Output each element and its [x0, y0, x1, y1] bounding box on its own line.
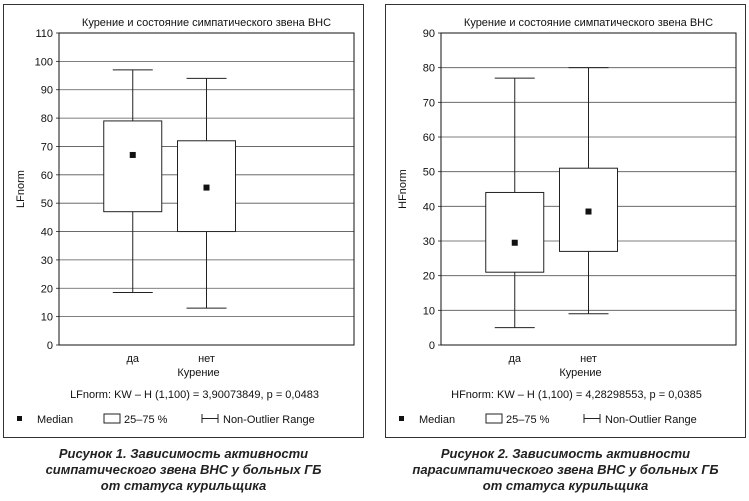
y-tick-label: 100: [35, 56, 53, 68]
median-marker: [203, 184, 210, 191]
caption-title: Рисунок 1. Зависимость активности: [58, 446, 309, 461]
y-tick-label: 0: [429, 340, 435, 352]
y-tick-label: 50: [423, 167, 435, 179]
y-axis-label: HFnorm: [397, 169, 409, 209]
figure-caption-1: Рисунок 1. Зависимость активности симпат…: [3, 446, 364, 494]
median-marker: [129, 151, 136, 158]
iqr-box: [103, 120, 163, 213]
y-tick-label: 70: [41, 141, 53, 153]
y-axis-label: LFnorm: [15, 170, 27, 208]
iqr-box: [559, 167, 618, 252]
legend-label-range: Non-Outlier Range: [223, 414, 315, 426]
legend-median-marker: [399, 416, 404, 421]
legend-median-marker: [17, 416, 22, 421]
x-tick-label: да: [508, 353, 521, 365]
legend-label-iqr: 25–75 %: [124, 414, 168, 426]
x-axis-label: Курение: [559, 367, 601, 379]
y-tick-label: 20: [41, 283, 53, 295]
legend-label-median: Median: [37, 414, 73, 426]
y-tick-label: 10: [423, 305, 435, 317]
y-tick-label: 20: [423, 271, 435, 283]
plot-area-frame: [440, 32, 737, 346]
median-marker: [585, 208, 592, 215]
stat-text: LFnorm: KW – H (1,100) = 3,90073849, p =…: [70, 389, 319, 401]
caption-title: Рисунок 2. Зависимость активности: [440, 446, 691, 461]
caption-line: от статуса курильщика: [100, 478, 267, 493]
y-tick-label: 50: [41, 198, 53, 210]
legend-box-marker: [485, 413, 503, 424]
figure-caption-2: Рисунок 2. Зависимость активности параси…: [385, 446, 746, 494]
y-tick-label: 10: [41, 312, 53, 324]
y-tick-label: 30: [423, 236, 435, 248]
y-tick-label: 110: [35, 28, 53, 40]
x-tick-label: нет: [580, 353, 597, 365]
x-axis-label: Курение: [177, 367, 219, 379]
y-tick-label: 0: [47, 340, 53, 352]
chart-title: Курение и состояние симпатического звена…: [464, 17, 713, 29]
y-tick-label: 90: [423, 28, 435, 40]
iqr-box: [485, 191, 545, 273]
y-tick-label: 40: [423, 201, 435, 213]
plot-area-frame: [58, 32, 355, 346]
legend-label-median: Median: [419, 414, 455, 426]
y-tick-label: 70: [423, 97, 435, 109]
chart-panel-lfnorm: Курение и состояние симпатического звена…: [3, 4, 364, 438]
x-tick-label: нет: [198, 353, 215, 365]
legend-label-iqr: 25–75 %: [506, 414, 550, 426]
boxplot-hfnorm: Курение и состояние симпатического звена…: [397, 17, 737, 426]
y-tick-label: 60: [423, 132, 435, 144]
x-tick-label: да: [126, 353, 139, 365]
boxplot-lfnorm: Курение и состояние симпатического звена…: [15, 17, 355, 426]
chart-title: Курение и состояние симпатического звена…: [82, 17, 331, 29]
caption-line: симпатического звена ВНС у больных ГБ: [45, 462, 322, 477]
caption-line: парасимпатического звена ВНС у больных Г…: [412, 462, 719, 477]
y-tick-label: 30: [41, 255, 53, 267]
legend-box-marker: [103, 413, 121, 424]
median-marker: [511, 239, 518, 246]
stat-text: HFnorm: KW – H (1,100) = 4,28298553, p =…: [451, 389, 702, 401]
y-tick-label: 90: [41, 85, 53, 97]
legend-label-range: Non-Outlier Range: [605, 414, 697, 426]
y-tick-label: 60: [41, 170, 53, 182]
y-tick-label: 40: [41, 227, 53, 239]
y-tick-label: 80: [41, 113, 53, 125]
y-tick-label: 80: [423, 63, 435, 75]
chart-panel-hfnorm: Курение и состояние симпатического звена…: [385, 4, 746, 438]
caption-line: от статуса курильщика: [482, 478, 649, 493]
